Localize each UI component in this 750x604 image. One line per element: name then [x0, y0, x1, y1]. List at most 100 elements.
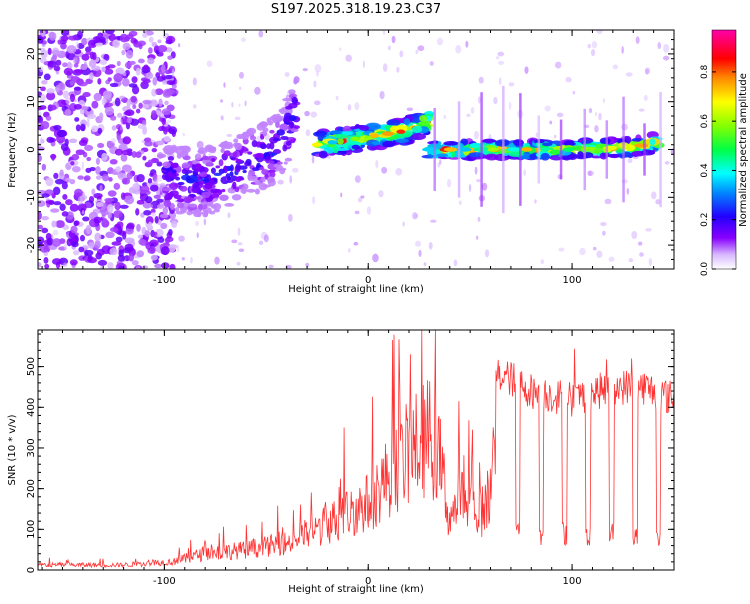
heatmap-cell: [651, 191, 657, 200]
heatmap-cell: [110, 115, 117, 121]
heatmap-cell: [580, 140, 592, 144]
heatmap-cell: [481, 139, 496, 143]
heatmap-cell: [104, 68, 114, 75]
heatmap-cell: [508, 101, 512, 110]
heatmap-cell: [93, 208, 100, 214]
heatmap-cell: [418, 249, 422, 258]
heatmap-cell: [128, 83, 138, 88]
heatmap-cell: [164, 100, 169, 106]
heatmap-cell: [165, 88, 176, 95]
heatmap-cell: [81, 37, 88, 46]
heatmap-cell: [181, 257, 185, 261]
heatmap-cell: [523, 169, 527, 176]
heatmap-cell: [310, 111, 318, 118]
heatmap-cell: [126, 99, 131, 108]
heatmap-cell: [181, 162, 190, 169]
heatmap-cell: [85, 167, 92, 173]
heatmap-cell: [269, 129, 275, 134]
heatmap-cell: [237, 227, 241, 236]
heatmap-cell: [142, 103, 150, 109]
heatmap-cell: [121, 177, 131, 185]
colorbar-gradient: [711, 29, 737, 270]
heatmap-cell: [354, 175, 361, 183]
heatmap-cell: [40, 137, 43, 145]
heatmap-cell: [111, 241, 122, 246]
heatmap-cell: [402, 221, 405, 227]
heatmap-cell: [161, 64, 166, 73]
heatmap-cell: [94, 240, 101, 249]
spectrogram-xlabel: Height of straight line (km): [288, 284, 424, 295]
y-tick-label: 300: [26, 438, 37, 457]
heatmap-cell: [138, 238, 146, 246]
heatmap-cell: [38, 155, 43, 160]
heatmap-cell: [196, 232, 199, 239]
heatmap-cell: [107, 262, 114, 269]
heatmap-cell: [79, 234, 86, 242]
heatmap-cell: [458, 200, 462, 205]
heatmap-cell: [329, 130, 344, 135]
heatmap-cell: [113, 182, 121, 190]
heatmap-cell: [429, 61, 434, 66]
heatmap-cell: [594, 125, 599, 133]
heatmap-cell: [261, 169, 270, 176]
heatmap-cell: [468, 183, 472, 192]
heatmap-cell: [456, 147, 472, 152]
heatmap-cell: [194, 153, 202, 161]
heatmap-cell: [148, 47, 153, 54]
heatmap-cell: [103, 53, 110, 61]
heatmap-cell: [176, 198, 185, 203]
heatmap-cell: [318, 150, 328, 159]
heatmap-cell: [211, 192, 218, 198]
heatmap-cell: [203, 218, 207, 226]
heatmap-cell: [183, 196, 193, 204]
y-tick-label: 500: [26, 357, 37, 376]
heatmap-cell: [357, 197, 363, 203]
heatmap-cell: [47, 60, 57, 68]
heatmap-cell: [60, 143, 69, 152]
heatmap-cell: [664, 161, 670, 165]
heatmap-cell: [433, 108, 436, 191]
colorbar-tick-label: 0.6: [700, 114, 710, 129]
heatmap-cell: [55, 220, 65, 228]
heatmap-cell: [227, 212, 231, 219]
heatmap-cell: [113, 73, 124, 83]
heatmap-cell: [141, 265, 148, 269]
heatmap-cell: [171, 144, 177, 152]
x-tick-label: 100: [563, 576, 582, 587]
heatmap-cell: [443, 147, 458, 152]
heatmap-cell: [178, 43, 181, 48]
heatmap-cell: [285, 140, 292, 146]
heatmap-cell: [41, 80, 48, 85]
heatmap-cell: [275, 120, 280, 129]
heatmap-cell: [62, 262, 68, 267]
heatmap-cell: [231, 194, 242, 201]
heatmap-cell: [81, 161, 84, 171]
heatmap-cell: [475, 235, 479, 240]
heatmap-cell: [640, 149, 655, 156]
heatmap-cell: [427, 154, 434, 158]
heatmap-cell: [223, 82, 226, 88]
heatmap-cell: [160, 222, 168, 230]
heatmap-cell: [98, 36, 106, 43]
heatmap-cell: [567, 154, 578, 161]
heatmap-cell: [62, 193, 68, 200]
heatmap-cell: [273, 164, 280, 168]
snr-xlabel: Height of straight line (km): [288, 584, 424, 595]
heatmap-cell: [470, 107, 475, 114]
heatmap-cell: [529, 154, 537, 159]
heatmap-cell: [284, 157, 293, 162]
heatmap-cell: [126, 117, 133, 124]
heatmap-cell: [121, 149, 132, 156]
heatmap-cell: [235, 176, 242, 183]
heatmap-cell: [199, 171, 208, 178]
heatmap-cell: [493, 96, 498, 105]
heatmap-cell: [554, 134, 557, 139]
heatmap-cell: [554, 61, 562, 69]
heatmap-cell: [430, 219, 437, 223]
heatmap-cell: [95, 42, 104, 47]
heatmap-cell: [258, 183, 268, 191]
x-tick-label: 0: [365, 576, 371, 587]
heatmap-cell: [101, 66, 106, 73]
heatmap-cell: [238, 165, 248, 170]
heatmap-cell: [604, 198, 612, 205]
